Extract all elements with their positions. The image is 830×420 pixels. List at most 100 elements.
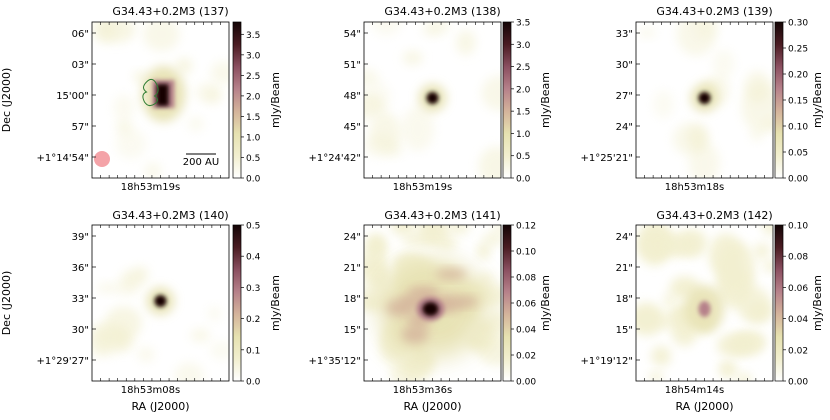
y-tick-label: 15" <box>616 325 633 336</box>
colorbar-tick-label: 0.20 <box>788 71 808 81</box>
colorbar-tick-label: 0.10 <box>516 248 536 258</box>
map-image <box>636 22 773 178</box>
colorbar <box>774 21 784 179</box>
noise-blob <box>143 22 180 52</box>
y-tick-label: 06" <box>72 29 89 40</box>
noise-blob <box>672 122 707 156</box>
noise-blob <box>387 146 404 158</box>
colorbar-tick-label: 0.0 <box>246 175 261 185</box>
x-tick-label: 18h53m19s <box>393 182 452 193</box>
noise-blob <box>482 231 501 247</box>
source-peak <box>426 92 439 104</box>
map-panel-4: G34.43+0.2M3 (141) 24" 21" 18" 15" +1°35'12" 1… <box>308 209 552 413</box>
noise-blob <box>488 309 501 335</box>
noise-blob <box>175 57 193 74</box>
source-peak <box>698 92 711 104</box>
panel-title: G34.43+0.2M3 (142) <box>656 209 772 222</box>
y-tick-label: 24" <box>344 232 361 243</box>
noise-blob <box>113 94 135 121</box>
colorbar-tick-label: 0.5 <box>246 222 260 232</box>
colorbar-tick-label: 0.08 <box>788 253 808 263</box>
colorbar-tick-label: 2.0 <box>246 92 261 102</box>
colorbar <box>502 224 512 382</box>
panel-title: G34.43+0.2M3 (141) <box>384 209 500 222</box>
noise-blob <box>210 61 229 85</box>
noise-blob <box>364 295 381 311</box>
noise-blob <box>190 328 211 343</box>
colorbar-tick-label: 0.5 <box>246 154 260 164</box>
noise-blob <box>736 285 771 322</box>
map-panel-3: G34.43+0.2M3 (140) 39" 36" 33" 30" +1°29'27" 1… <box>0 209 282 413</box>
colorbar-tick-label: 3.0 <box>246 51 261 61</box>
colorbar-tick-label: 0.15 <box>788 97 808 107</box>
source-peak <box>698 301 711 317</box>
noise-blob <box>716 333 750 357</box>
noise-blob <box>115 128 147 160</box>
colorbar-tick-label: 0.5 <box>516 152 530 162</box>
colorbar-tick-label: 0.06 <box>516 300 536 310</box>
y-tick-label: +1°19'12" <box>580 356 633 367</box>
noise-blob <box>648 372 664 381</box>
noise-blob <box>651 345 672 367</box>
colorbar-tick-label: 0.00 <box>788 378 808 388</box>
colorbar-tick-label: 0.0 <box>516 175 531 185</box>
noise-blob <box>371 22 402 36</box>
y-tick-label: 18" <box>344 294 361 305</box>
noise-blob <box>753 243 771 260</box>
x-tick-label: 18h53m18s <box>665 182 724 193</box>
colorbar-tick-label: 0.25 <box>788 45 808 55</box>
noise-blob <box>174 362 204 381</box>
emission-filament <box>435 268 467 280</box>
noise-blob <box>115 118 133 135</box>
y-axis-label: Dec (J2000) <box>0 68 13 133</box>
noise-blob <box>401 351 433 381</box>
source-peak <box>156 84 169 106</box>
noise-blob <box>741 81 773 133</box>
noise-blob <box>370 237 384 254</box>
y-tick-label: 33" <box>72 294 89 305</box>
source-peak <box>422 302 439 316</box>
panel-title: G34.43+0.2M3 (140) <box>112 209 228 222</box>
noise-blob <box>717 241 756 295</box>
noise-blob <box>736 372 752 381</box>
colorbar-tick-label: 2.5 <box>246 72 260 82</box>
x-tick-label: 18h53m19s <box>121 182 180 193</box>
colorbar-tick-label: 0.02 <box>788 346 808 356</box>
noise-blob <box>478 146 501 178</box>
y-tick-label: 36" <box>72 263 89 274</box>
colorbar-label: mJy/Beam <box>269 275 282 331</box>
noise-blob <box>207 306 222 321</box>
noise-blob <box>456 29 476 56</box>
colorbar-tick-label: 0.04 <box>788 315 808 325</box>
noise-blob <box>638 27 656 39</box>
colorbar-tick-label: 0.1 <box>246 346 260 356</box>
colorbar-label: mJy/Beam <box>539 275 552 331</box>
y-tick-label: 24" <box>616 232 633 243</box>
colorbar-label: mJy/Beam <box>539 72 552 128</box>
x-axis-label: RA (J2000) <box>675 400 733 413</box>
x-axis-label: RA (J2000) <box>403 400 461 413</box>
emission-filament <box>458 296 479 307</box>
noise-blob <box>476 272 496 285</box>
colorbar-tick-label: 0.30 <box>788 19 808 29</box>
colorbar-tick-label: 0.0 <box>246 378 261 388</box>
noise-blob <box>763 260 773 272</box>
colorbar-tick-label: 0.10 <box>788 123 808 133</box>
noise-blob <box>133 70 148 83</box>
colorbar-tick-label: 2.0 <box>516 85 531 95</box>
colorbar-tick-label: 3.5 <box>516 19 530 29</box>
y-tick-label: 15" <box>344 325 361 336</box>
colorbar-tick-label: 2.5 <box>516 63 530 73</box>
noise-blob <box>481 75 501 111</box>
noise-blob <box>668 240 684 259</box>
noise-blob <box>636 302 665 336</box>
colorbar <box>232 224 242 382</box>
colorbar-tick-label: 0.00 <box>516 378 536 388</box>
y-tick-label: 18" <box>616 294 633 305</box>
y-tick-label: 27" <box>616 91 633 102</box>
noise-blob <box>663 292 677 309</box>
noise-blob <box>762 225 773 236</box>
colorbar-tick-label: 3.0 <box>516 41 531 51</box>
noise-blob <box>712 49 735 79</box>
